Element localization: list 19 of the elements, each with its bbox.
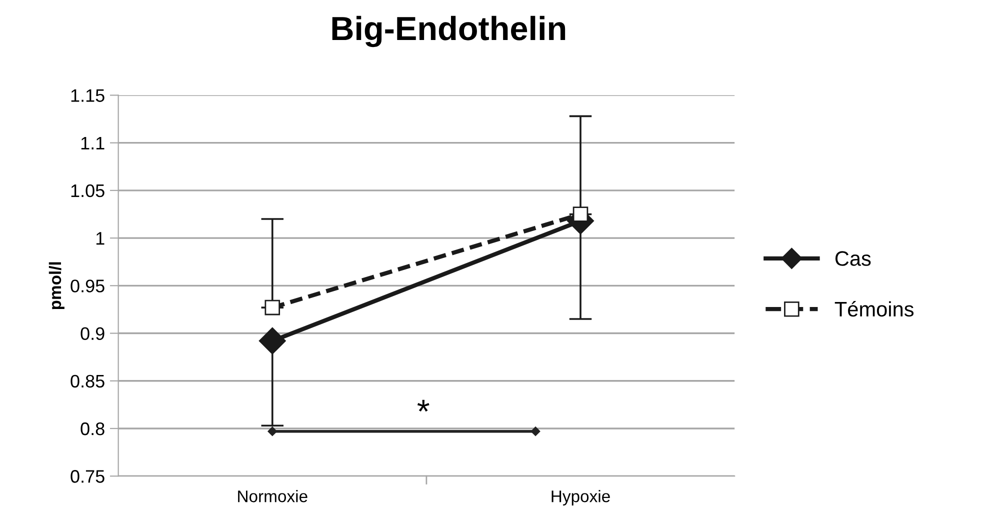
x-tick-label: Hypoxie (552, 490, 610, 506)
y-tick-label: 1.1 (81, 136, 104, 150)
legend-label: Cas (835, 251, 871, 266)
point (572, 206, 588, 222)
y-tick-label: 1.15 (71, 89, 104, 102)
y-axis-title: pmol/l (48, 262, 64, 310)
chart-title: Big-Endothelin (332, 16, 566, 48)
y-tick-label: 0.95 (70, 280, 104, 292)
point (264, 300, 280, 316)
legend-label: Témoins (834, 301, 914, 317)
y-tick-label: 0.75 (70, 470, 104, 483)
point (258, 327, 286, 354)
y-tick-label: 0.8 (80, 422, 104, 436)
annotation: * (417, 400, 430, 412)
y-tick-label: 1 (96, 232, 104, 245)
y-tick-label: 0.85 (70, 374, 104, 388)
x-tick-label: Normoxie (238, 490, 308, 502)
y-tick-label: 0.9 (80, 327, 104, 340)
y-tick-label: 1.05 (71, 184, 104, 198)
